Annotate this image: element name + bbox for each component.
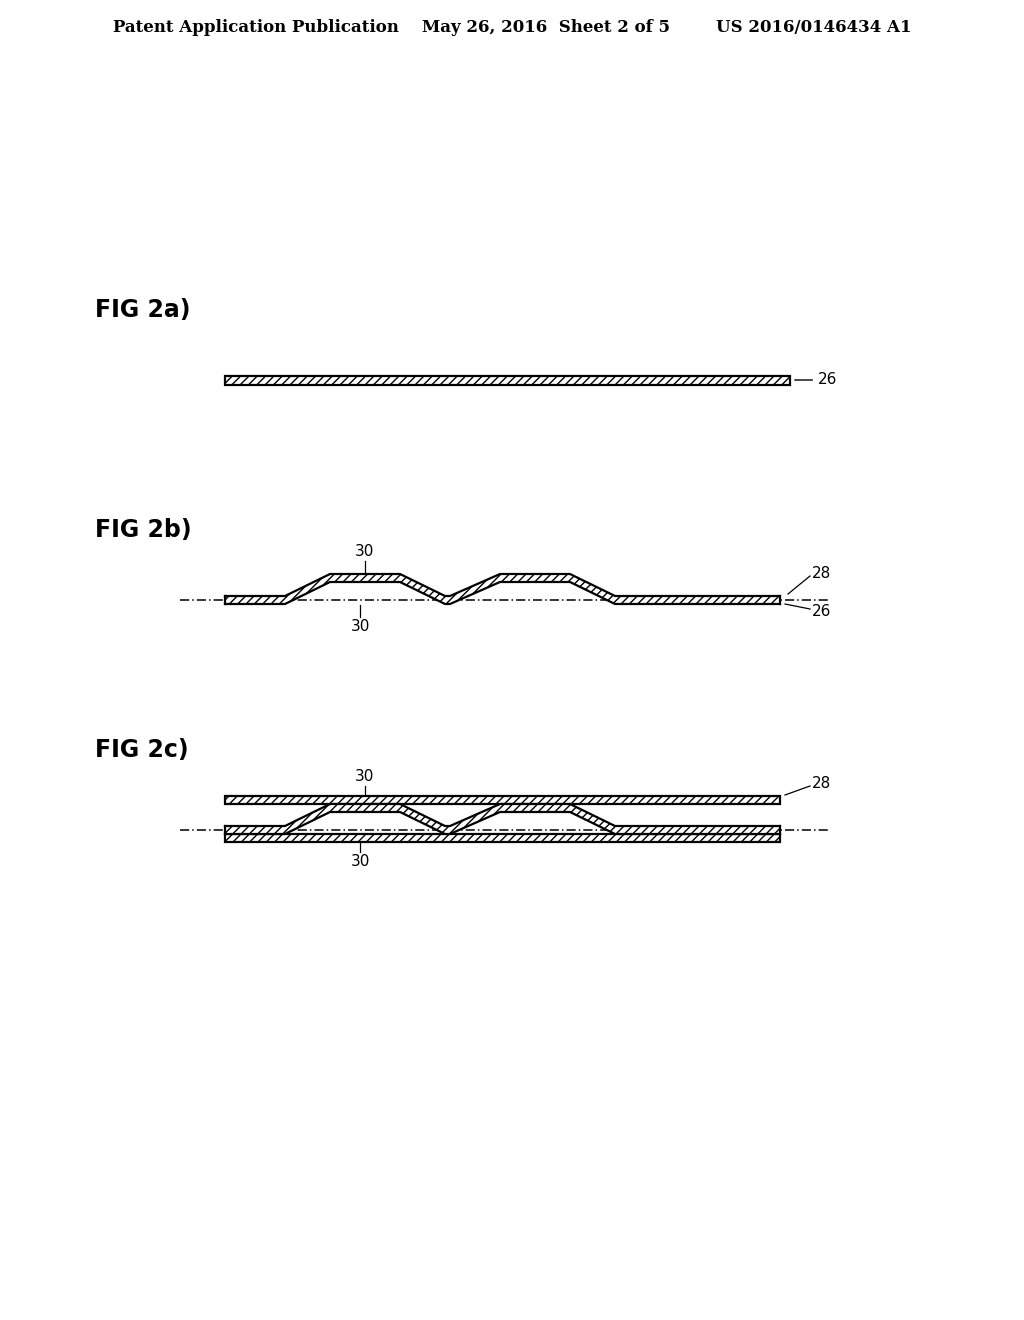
Text: 26: 26 xyxy=(795,372,838,388)
Polygon shape xyxy=(450,574,500,605)
Bar xyxy=(225,834,780,842)
Polygon shape xyxy=(330,574,400,582)
Bar xyxy=(225,375,790,384)
Polygon shape xyxy=(400,804,445,834)
Polygon shape xyxy=(400,574,445,605)
Text: 30: 30 xyxy=(355,770,375,784)
Polygon shape xyxy=(570,574,615,605)
Polygon shape xyxy=(225,597,285,605)
Polygon shape xyxy=(450,804,500,834)
Polygon shape xyxy=(445,597,450,605)
Polygon shape xyxy=(500,804,570,812)
Text: 30: 30 xyxy=(355,544,375,558)
Text: 30: 30 xyxy=(350,619,370,634)
Polygon shape xyxy=(225,826,285,834)
Polygon shape xyxy=(285,804,330,834)
Polygon shape xyxy=(615,597,780,605)
Polygon shape xyxy=(285,574,330,605)
Polygon shape xyxy=(445,826,450,834)
Text: FIG 2b): FIG 2b) xyxy=(95,517,191,543)
Text: 30: 30 xyxy=(350,854,370,869)
Text: FIG 2a): FIG 2a) xyxy=(95,298,190,322)
Polygon shape xyxy=(500,574,570,582)
Text: 28: 28 xyxy=(812,566,831,582)
Text: Patent Application Publication    May 26, 2016  Sheet 2 of 5        US 2016/0146: Patent Application Publication May 26, 2… xyxy=(113,20,911,37)
Polygon shape xyxy=(330,804,400,812)
Text: 26: 26 xyxy=(812,605,831,619)
Text: 28: 28 xyxy=(812,776,831,792)
Bar xyxy=(225,796,780,804)
Polygon shape xyxy=(570,804,615,834)
Text: FIG 2c): FIG 2c) xyxy=(95,738,188,762)
Polygon shape xyxy=(615,826,780,834)
